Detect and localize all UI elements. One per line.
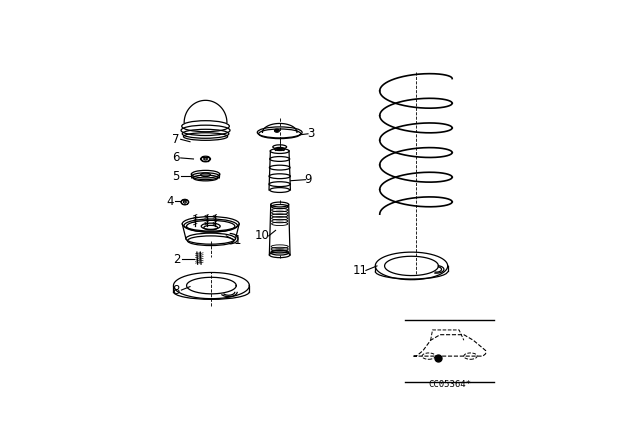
Ellipse shape bbox=[276, 130, 278, 132]
Text: 10: 10 bbox=[255, 229, 270, 242]
Text: 11: 11 bbox=[352, 264, 367, 277]
Text: 2: 2 bbox=[173, 253, 180, 266]
Text: 4: 4 bbox=[166, 195, 173, 208]
Text: 8: 8 bbox=[173, 284, 180, 297]
Text: 5: 5 bbox=[173, 170, 180, 183]
Text: 7: 7 bbox=[172, 133, 180, 146]
Text: 6: 6 bbox=[172, 151, 180, 164]
Text: 1: 1 bbox=[234, 233, 241, 246]
Text: 3: 3 bbox=[307, 127, 314, 140]
Text: 9: 9 bbox=[304, 173, 312, 186]
